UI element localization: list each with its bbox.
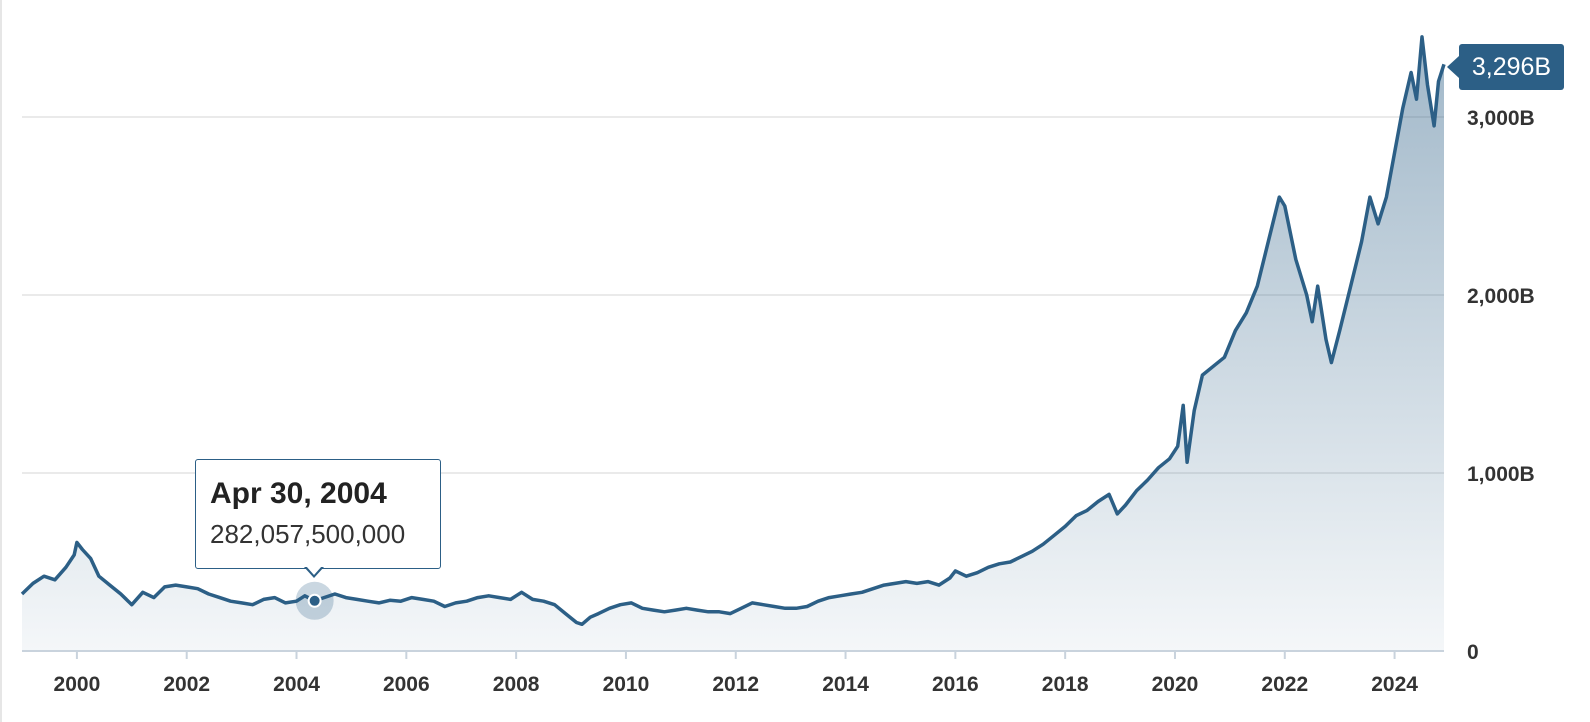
axes: 0 1,000B 2,000B 3,000B 2000 2002 2004 2006 2008 2… xyxy=(22,107,1535,696)
hover-dot xyxy=(307,593,322,608)
x-tick-label: 2016 xyxy=(932,673,979,696)
x-tick-label: 2014 xyxy=(822,673,869,696)
area-series xyxy=(20,35,1446,651)
x-tick-label: 2004 xyxy=(273,673,320,696)
tooltip-value: 282,057,500,000 xyxy=(210,519,406,549)
last-value-badge-pointer xyxy=(1447,56,1459,78)
hover-marker xyxy=(295,581,334,620)
x-tick-label: 2012 xyxy=(712,673,759,696)
tooltip-pointer-inner xyxy=(306,566,322,575)
series-line xyxy=(20,35,1446,627)
x-tick-label: 2022 xyxy=(1261,673,1308,696)
x-tick-label: 2010 xyxy=(603,673,650,696)
tooltip: Apr 30, 2004 282,057,500,000 xyxy=(195,459,441,569)
x-tick-label: 2018 xyxy=(1042,673,1089,696)
x-tick-label: 2000 xyxy=(54,673,101,696)
tooltip-date: Apr 30, 2004 xyxy=(210,477,387,510)
y-tick-label: 0 xyxy=(1467,641,1479,664)
x-tick-label: 2024 xyxy=(1371,673,1418,696)
x-tick-label: 2002 xyxy=(163,673,210,696)
y-tick-label: 3,000B xyxy=(1467,107,1535,130)
y-tick-label: 1,000B xyxy=(1467,463,1535,486)
y-tick-label: 2,000B xyxy=(1467,285,1535,308)
x-tick-label: 2008 xyxy=(493,673,540,696)
last-value-badge: 3,296B xyxy=(1459,44,1564,90)
x-tick-label: 2006 xyxy=(383,673,430,696)
x-tick-label: 2020 xyxy=(1152,673,1199,696)
